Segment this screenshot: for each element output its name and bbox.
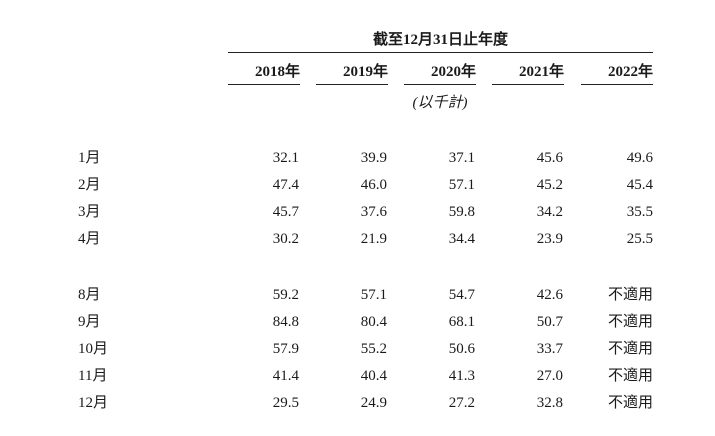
value-cell: 80.4 [360,314,387,330]
value-cell: 57.1 [360,287,387,303]
table-row: 3月 45.7 37.6 59.8 34.2 35.5 [0,201,715,223]
value-cell: 24.9 [360,395,387,411]
value-cell: 47.4 [272,177,299,193]
value-cell: 39.9 [360,150,387,166]
month-label: 9月 [78,314,101,330]
month-label: 12月 [78,395,109,411]
table-group-header: 截至12月31日止年度 [372,32,508,48]
value-cell: 59.2 [272,287,299,303]
year-rule-2020 [404,84,476,85]
value-cell: 55.2 [360,341,387,357]
value-cell: 34.4 [448,231,475,247]
unit-note: (以千計) [412,95,468,111]
value-cell: 50.7 [536,314,563,330]
table-row: 2月 47.4 46.0 57.1 45.2 45.4 [0,174,715,196]
year-rule-2018 [228,84,300,85]
value-cell: 不適用 [607,314,653,330]
value-cell: 45.6 [536,150,563,166]
value-cell: 57.9 [272,341,299,357]
value-cell: 42.6 [536,287,563,303]
month-label: 3月 [78,204,101,220]
value-cell: 45.7 [272,204,299,220]
value-cell: 21.9 [360,231,387,247]
year-header-2022: 2022年 [607,64,653,80]
value-cell: 41.4 [272,368,299,384]
value-cell: 68.1 [448,314,475,330]
month-label: 10月 [78,341,109,357]
year-header-2019: 2019年 [342,64,388,80]
value-cell: 57.1 [448,177,475,193]
value-cell: 84.8 [272,314,299,330]
table-row: 4月 30.2 21.9 34.4 23.9 25.5 [0,228,715,250]
value-cell: 32.8 [536,395,563,411]
value-cell: 23.9 [536,231,563,247]
value-cell: 25.5 [626,231,653,247]
month-label: 8月 [78,287,101,303]
month-label: 4月 [78,231,101,247]
value-cell: 30.2 [272,231,299,247]
year-rule-2022 [581,84,653,85]
table-row: 8月 59.2 57.1 54.7 42.6 不適用 [0,284,715,306]
value-cell: 46.0 [360,177,387,193]
year-rule-2019 [316,84,388,85]
value-cell: 不適用 [607,287,653,303]
table-row: 1月 32.1 39.9 37.1 45.6 49.6 [0,147,715,169]
value-cell: 50.6 [448,341,475,357]
table-row: 10月 57.9 55.2 50.6 33.7 不適用 [0,338,715,360]
value-cell: 27.2 [448,395,475,411]
year-rule-2021 [492,84,564,85]
value-cell: 不適用 [607,395,653,411]
value-cell: 不適用 [607,341,653,357]
month-label: 1月 [78,150,101,166]
value-cell: 不適用 [607,368,653,384]
value-cell: 54.7 [448,287,475,303]
value-cell: 49.6 [626,150,653,166]
value-cell: 45.4 [626,177,653,193]
value-cell: 34.2 [536,204,563,220]
table-row: 11月 41.4 40.4 41.3 27.0 不適用 [0,365,715,387]
value-cell: 29.5 [272,395,299,411]
value-cell: 59.8 [448,204,475,220]
month-label: 2月 [78,177,101,193]
group-header-rule [228,52,653,53]
value-cell: 45.2 [536,177,563,193]
year-header-2021: 2021年 [518,64,564,80]
value-cell: 37.6 [360,204,387,220]
table-row: 12月 29.5 24.9 27.2 32.8 不適用 [0,392,715,414]
value-cell: 40.4 [360,368,387,384]
month-label: 11月 [78,368,108,384]
year-header-2018: 2018年 [254,64,300,80]
value-cell: 37.1 [448,150,475,166]
value-cell: 35.5 [626,204,653,220]
value-cell: 41.3 [448,368,475,384]
value-cell: 33.7 [536,341,563,357]
value-cell: 32.1 [272,150,299,166]
year-header-2020: 2020年 [430,64,476,80]
value-cell: 27.0 [536,368,563,384]
table-row: 9月 84.8 80.4 68.1 50.7 不適用 [0,311,715,333]
